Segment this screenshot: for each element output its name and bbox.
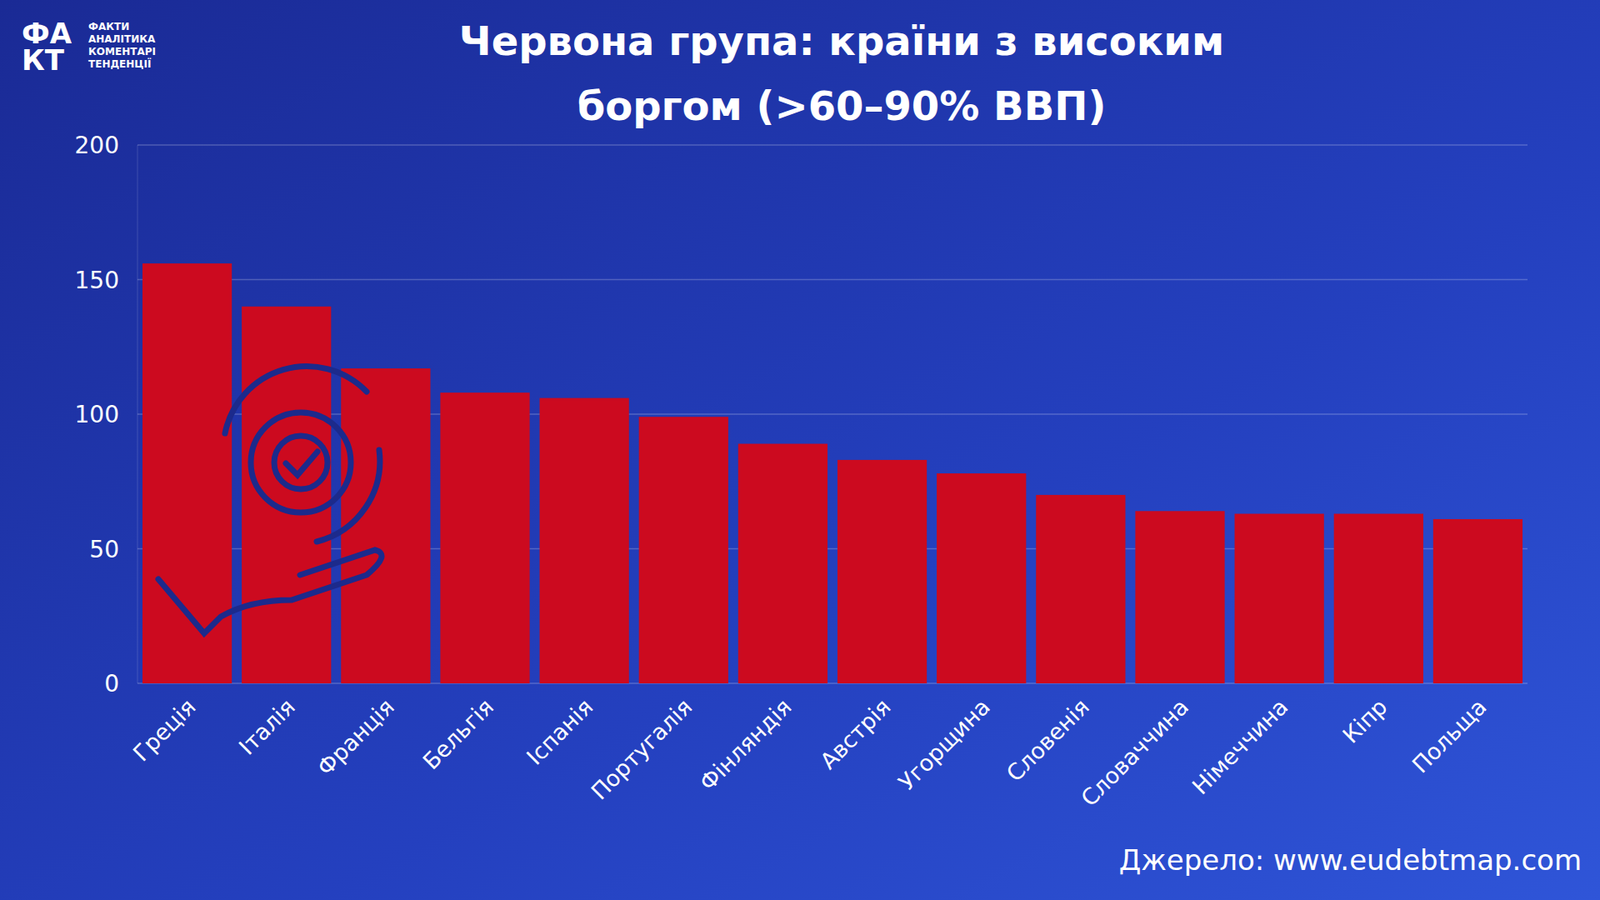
x-tick-label: Фінляндія <box>694 693 796 795</box>
x-tick-label: Італія <box>234 693 300 760</box>
logo-line: АНАЛІТИКА <box>88 33 156 45</box>
bar <box>837 460 927 684</box>
x-tick-label: Бельгія <box>417 693 499 775</box>
bar <box>440 392 530 684</box>
icon-gear <box>250 412 351 513</box>
y-tick-label: 200 <box>75 131 120 160</box>
logo-mark: КТ <box>21 43 65 77</box>
bars <box>142 263 1523 684</box>
bar <box>639 416 729 684</box>
y-tick-label: 150 <box>75 266 120 295</box>
bar <box>1235 514 1325 684</box>
y-tick-label: 0 <box>104 670 120 698</box>
y-axis-line <box>137 145 139 684</box>
icon-arrows <box>225 365 380 542</box>
icon-check <box>285 451 318 475</box>
x-tick-label: Іспанія <box>521 693 599 770</box>
bar <box>241 306 331 684</box>
bar <box>1035 495 1125 684</box>
bar <box>1433 519 1523 684</box>
grid-line <box>137 144 1528 146</box>
title-line: боргом (>60–90% ВВП) <box>577 82 1107 130</box>
chart: 0 50 100 150 200 Греція ІталіяФранціяБельгія Іс… <box>0 0 1600 900</box>
icon-gear-core <box>274 435 328 490</box>
title-line: Червона група: країни з високим <box>459 17 1225 65</box>
x-tick-label: Словенія <box>1001 693 1095 786</box>
bar <box>1135 510 1225 684</box>
y-tick-label: 50 <box>89 535 120 564</box>
bar <box>738 444 828 684</box>
x-tick-label: Австрія <box>815 693 896 775</box>
icon-hand <box>158 550 382 634</box>
x-tick-label: Польща <box>1407 693 1492 778</box>
logo-line: ТЕНДЕНЦІЇ <box>88 57 152 70</box>
x-tick-label: Португалія <box>585 693 697 805</box>
title: Червона група: країни з високим боргом (>… <box>459 17 1225 130</box>
bar <box>340 368 430 684</box>
x-tick-label: Греція <box>128 693 201 766</box>
bar <box>936 473 1026 684</box>
logo-line: ФАКТИ <box>88 20 130 33</box>
bar <box>540 398 630 684</box>
x-tick-label: Словаччина <box>1075 693 1194 811</box>
grid-line <box>137 279 1528 281</box>
background <box>0 0 1600 900</box>
bar <box>1334 514 1424 684</box>
x-tick-label: Угорщина <box>893 693 995 795</box>
icon <box>158 365 382 634</box>
x-tick-label: Франція <box>312 693 400 780</box>
x-tick-label: Кіпр <box>1337 693 1392 748</box>
x-tick-label: Німеччина <box>1187 693 1294 800</box>
logo-line: КОМЕНТАРІ <box>88 45 156 58</box>
source: Джерело: www.eudebtmap.com <box>1119 843 1582 877</box>
y-tick-label: 100 <box>75 400 120 429</box>
